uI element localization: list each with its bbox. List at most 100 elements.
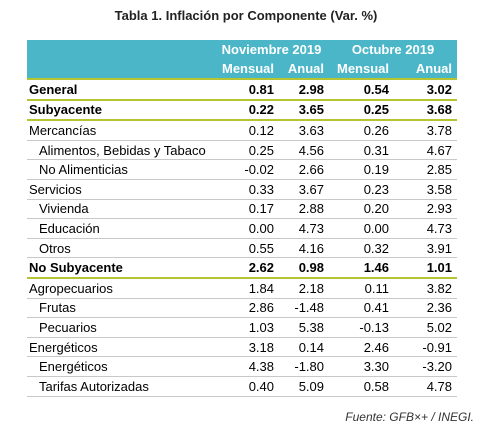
row-label: Pecuarios (27, 317, 214, 338)
value-cell: 4.73 (394, 218, 457, 239)
table-row: No Subyacente 2.62 0.98 1.46 1.01 (27, 257, 457, 279)
value-cell: 1.46 (329, 257, 394, 279)
source-note: Fuente: GFB×+ / INEGI. (345, 410, 474, 424)
table-row: Mercancías 0.12 3.63 0.26 3.78 (27, 120, 457, 141)
value-cell: 3.65 (279, 99, 329, 122)
value-cell: 1.84 (214, 277, 279, 299)
row-label: Educación (27, 218, 214, 239)
row-label: Mercancías (27, 120, 214, 141)
value-cell: 0.20 (329, 199, 394, 220)
value-cell: 3.02 (394, 78, 457, 101)
value-cell: 0.00 (329, 218, 394, 239)
value-cell: 0.19 (329, 159, 394, 180)
value-cell: 0.17 (214, 199, 279, 220)
value-cell: 4.73 (279, 218, 329, 239)
value-cell: 0.23 (329, 179, 394, 200)
value-cell: 0.40 (214, 376, 279, 397)
value-cell: -0.13 (329, 317, 394, 338)
value-cell: 2.88 (279, 199, 329, 220)
value-cell: 4.56 (279, 140, 329, 161)
row-label: Vivienda (27, 199, 214, 220)
value-cell: 0.33 (214, 179, 279, 200)
value-cell: 0.11 (329, 277, 394, 299)
value-cell: 3.30 (329, 356, 394, 377)
table-row: Servicios 0.33 3.67 0.23 3.58 (27, 179, 457, 200)
value-cell: 1.03 (214, 317, 279, 338)
value-cell: 4.38 (214, 356, 279, 377)
table-row: Pecuarios 1.03 5.38 -0.13 5.02 (27, 317, 457, 338)
table-row: Tarifas Autorizadas 0.40 5.09 0.58 4.78 (27, 376, 457, 397)
value-cell: 2.85 (394, 159, 457, 180)
table-row: Subyacente 0.22 3.65 0.25 3.68 (27, 99, 457, 122)
value-cell: 0.14 (279, 337, 329, 358)
table-row: Vivienda 0.17 2.88 0.20 2.93 (27, 199, 457, 220)
value-cell: 5.38 (279, 317, 329, 338)
value-cell: -0.02 (214, 159, 279, 180)
value-cell: 2.93 (394, 199, 457, 220)
value-cell: 2.18 (279, 277, 329, 299)
table-row: General 0.81 2.98 0.54 3.02 (27, 78, 457, 101)
value-cell: 0.31 (329, 140, 394, 161)
value-cell: 0.81 (214, 78, 279, 101)
table-title: Tabla 1. Inflación por Componente (Var. … (114, 8, 378, 23)
row-label: Frutas (27, 298, 214, 319)
value-cell: 3.67 (279, 179, 329, 200)
value-cell: 3.18 (214, 337, 279, 358)
row-label: No Alimenticias (27, 159, 214, 180)
value-cell: 3.78 (394, 120, 457, 141)
column-header: Anual (279, 59, 329, 79)
value-cell: 2.46 (329, 337, 394, 358)
value-cell: 4.78 (394, 376, 457, 397)
column-header: Mensual (214, 59, 279, 79)
value-cell: 0.41 (329, 298, 394, 319)
value-cell: 0.55 (214, 238, 279, 259)
value-cell: 0.25 (329, 99, 394, 122)
value-cell: 2.86 (214, 298, 279, 319)
value-cell: 3.68 (394, 99, 457, 122)
column-header: Mensual (329, 59, 394, 79)
table-body: General 0.81 2.98 0.54 3.02 Subyacente 0.22 3.6… (27, 78, 457, 397)
value-cell: 0.12 (214, 120, 279, 141)
value-cell: 5.09 (279, 376, 329, 397)
table-row: Otros 0.55 4.16 0.32 3.91 (27, 238, 457, 259)
value-cell: 3.58 (394, 179, 457, 200)
value-cell: 0.25 (214, 140, 279, 161)
row-label: Subyacente (27, 99, 214, 122)
value-cell: 0.32 (329, 238, 394, 259)
header-blank (27, 59, 214, 79)
row-label: Energéticos (27, 356, 214, 377)
value-cell: 4.16 (279, 238, 329, 259)
value-cell: 2.62 (214, 257, 279, 279)
value-cell: 2.98 (279, 78, 329, 101)
table-row: Frutas 2.86 -1.48 0.41 2.36 (27, 298, 457, 319)
row-label: Tarifas Autorizadas (27, 376, 214, 397)
row-label: Servicios (27, 179, 214, 200)
column-header: Anual (394, 59, 457, 79)
value-cell: 0.00 (214, 218, 279, 239)
value-cell: 0.54 (329, 78, 394, 101)
value-cell: 0.26 (329, 120, 394, 141)
row-label: Otros (27, 238, 214, 259)
table-row: Agropecuarios 1.84 2.18 0.11 3.82 (27, 277, 457, 299)
table-header: Noviembre 2019 Octubre 2019 Mensual Anua… (27, 40, 457, 79)
inflation-table: Noviembre 2019 Octubre 2019 Mensual Anua… (27, 40, 457, 397)
value-cell: -1.80 (279, 356, 329, 377)
table-row: Alimentos, Bebidas y Tabaco 0.25 4.56 0.31 4… (27, 140, 457, 161)
table-row: Educación 0.00 4.73 0.00 4.73 (27, 218, 457, 239)
value-cell: -3.20 (394, 356, 457, 377)
header-blank (27, 40, 214, 59)
group-header: Noviembre 2019 (214, 40, 329, 59)
row-label: No Subyacente (27, 257, 214, 279)
value-cell: 0.22 (214, 99, 279, 122)
value-cell: -0.91 (394, 337, 457, 358)
value-cell: 3.91 (394, 238, 457, 259)
row-label: General (27, 78, 214, 101)
value-cell: 1.01 (394, 257, 457, 279)
value-cell: 0.58 (329, 376, 394, 397)
value-cell: 3.63 (279, 120, 329, 141)
row-label: Alimentos, Bebidas y Tabaco (27, 140, 214, 161)
value-cell: 0.98 (279, 257, 329, 279)
value-cell: 4.67 (394, 140, 457, 161)
table-row: Energéticos 4.38 -1.80 3.30 -3.20 (27, 356, 457, 377)
value-cell: 2.66 (279, 159, 329, 180)
